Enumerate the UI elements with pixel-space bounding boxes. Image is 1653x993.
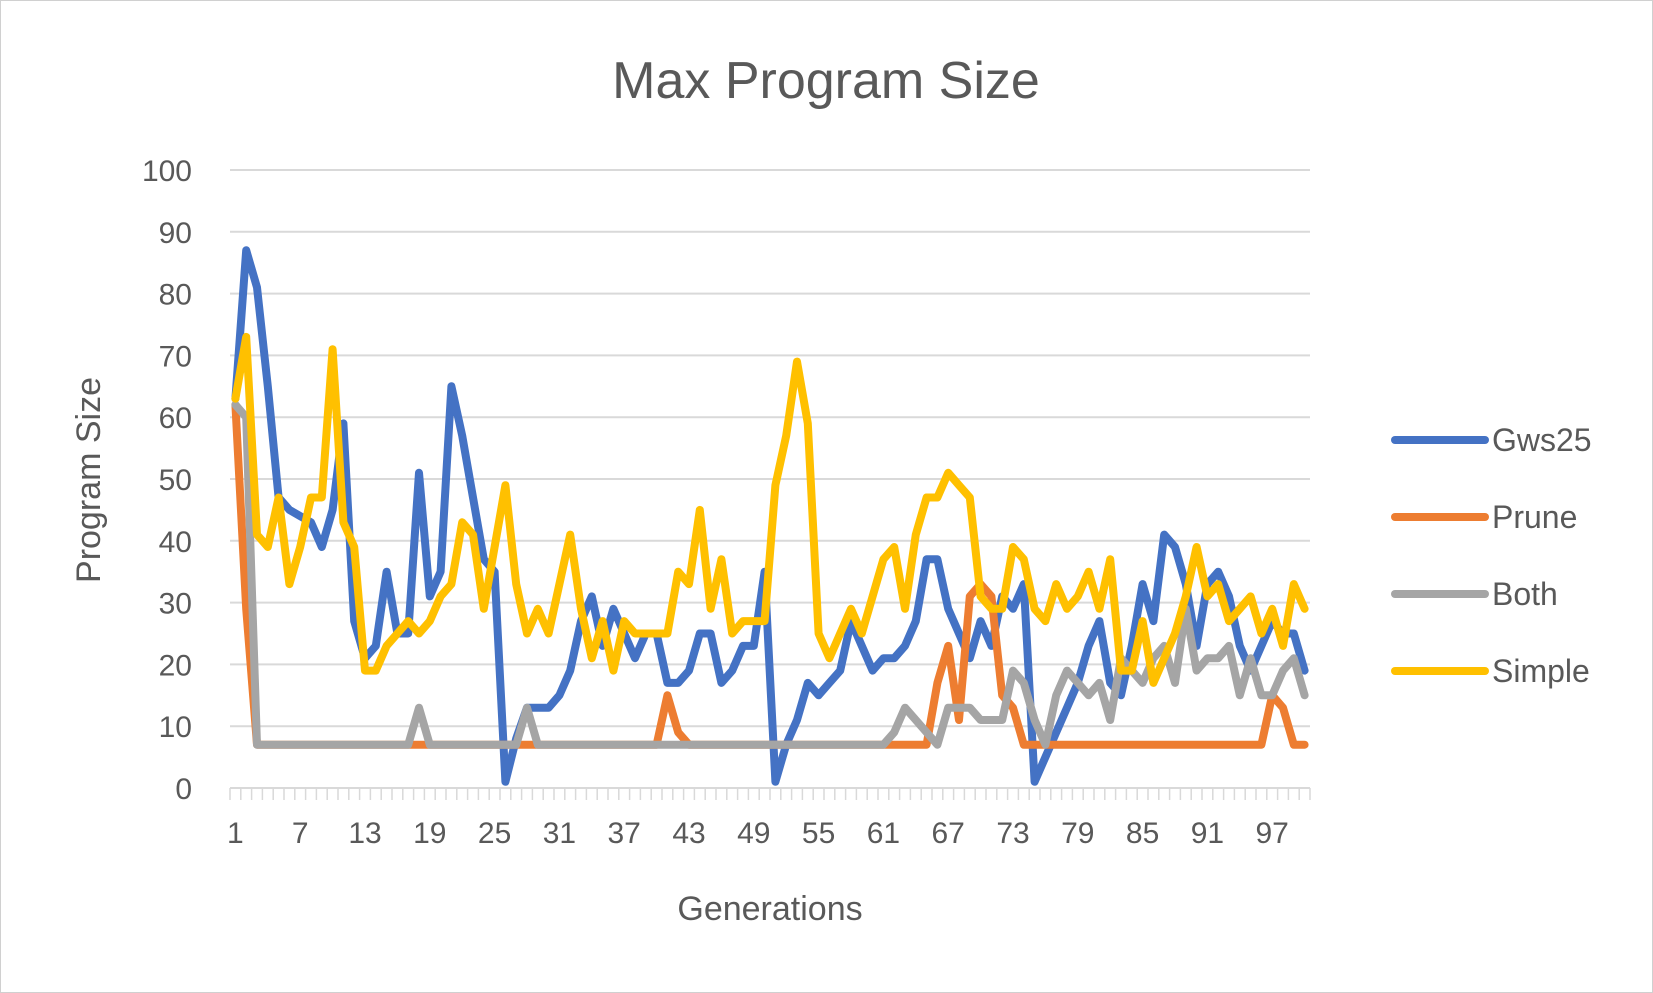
x-tick-label: 97	[1256, 817, 1289, 850]
x-tick-label: 91	[1191, 817, 1224, 850]
y-axis-ticks: 0 10 20 30 40 50 60 70 80 90 100	[142, 155, 192, 806]
legend-label: Gws25	[1492, 422, 1592, 458]
y-tick-label: 100	[142, 155, 192, 188]
x-tick-label: 79	[1061, 817, 1094, 850]
legend-label: Both	[1492, 576, 1558, 612]
x-tick-label: 43	[672, 817, 705, 850]
x-tick-label: 31	[543, 817, 576, 850]
y-tick-label: 10	[159, 711, 192, 744]
series-line-simple	[231, 332, 1309, 687]
y-tick-label: 50	[159, 464, 192, 497]
y-tick-label: 0	[175, 773, 192, 806]
x-axis: 1 7 13 19 25 31 37 43 49 55 61 67 73 79 85 91 97	[227, 787, 1311, 850]
x-tick-label: 1	[227, 817, 244, 850]
x-tick-label: 55	[802, 817, 835, 850]
x-tick-label: 25	[478, 817, 511, 850]
legend: Gws25 Prune Both Simple	[1391, 422, 1592, 689]
x-tick-label: 19	[413, 817, 446, 850]
y-tick-label: 40	[159, 526, 192, 559]
x-tick-label: 7	[292, 817, 309, 850]
x-tick-label: 13	[348, 817, 381, 850]
x-tick-label: 61	[867, 817, 900, 850]
y-tick-label: 80	[159, 279, 192, 312]
series-lines	[231, 246, 1309, 786]
chart-title: Max Program Size	[612, 52, 1040, 110]
y-tick-label: 70	[159, 340, 192, 373]
y-axis-title: Program Size	[70, 377, 108, 583]
y-tick-label: 30	[159, 588, 192, 621]
series-line-both	[231, 400, 1309, 749]
x-tick-label: 49	[737, 817, 770, 850]
x-tick-label: 37	[608, 817, 641, 850]
x-tick-label: 67	[932, 817, 965, 850]
y-tick-label: 60	[159, 402, 192, 435]
y-tick-label: 20	[159, 649, 192, 682]
x-tick-label: 73	[996, 817, 1029, 850]
y-tick-label: 90	[159, 217, 192, 250]
legend-label: Prune	[1492, 499, 1577, 535]
x-axis-title: Generations	[677, 890, 862, 928]
x-tick-label: 85	[1126, 817, 1159, 850]
legend-label: Simple	[1492, 653, 1590, 689]
